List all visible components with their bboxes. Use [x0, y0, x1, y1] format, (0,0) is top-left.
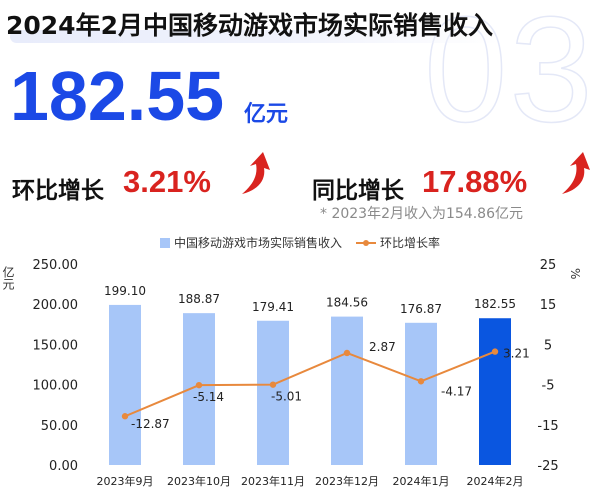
bar: [257, 320, 289, 465]
right-tick-label: -25: [537, 459, 558, 474]
growth-value-label: -5.14: [193, 390, 224, 404]
legend-line-dot: [363, 240, 369, 246]
growth-point: [491, 348, 499, 355]
right-tick-label: 5: [544, 338, 552, 353]
bar: [109, 304, 141, 465]
x-tick-label: 2023年9月: [97, 474, 154, 488]
bar: [405, 322, 437, 465]
watermark-number: 03: [423, 0, 595, 153]
headline-unit: 亿元: [244, 102, 289, 127]
headline-value: 182.55: [10, 57, 225, 135]
x-tick-label: 2023年12月: [315, 474, 379, 488]
bar: [331, 316, 363, 465]
growth-value-label: 3.21: [503, 347, 530, 361]
growth-point: [121, 413, 129, 420]
bar: [479, 318, 511, 465]
left-tick-label: 100.00: [33, 379, 79, 394]
left-tick-label: 150.00: [33, 338, 79, 353]
left-tick-label: 250.00: [33, 258, 79, 273]
right-tick-label: 25: [540, 258, 557, 273]
right-tick-label: -15: [537, 419, 558, 434]
left-tick-label: 0.00: [49, 459, 78, 474]
left-tick-label: 200.00: [33, 298, 79, 313]
x-tick-label: 2023年10月: [167, 474, 231, 488]
bar-value-label: 182.55: [474, 297, 516, 311]
growth-point: [343, 349, 351, 357]
yoy-label: 同比增长: [312, 178, 404, 204]
page-title: 2024年2月中国移动游戏市场实际销售收入: [6, 11, 493, 40]
growth-point: [269, 381, 277, 388]
x-tick-label: 2024年2月: [467, 474, 524, 488]
right-axis-label: %: [568, 268, 582, 279]
yoy-up-arrow-icon: [562, 152, 590, 194]
x-tick-label: 2024年1月: [393, 474, 450, 488]
growth-point: [195, 381, 203, 389]
revenue-chart: 中国移动游戏市场实际销售收入 环比增长率 亿元 % 250.00200.0015…: [1, 235, 582, 488]
legend-bar-swatch: [160, 238, 170, 248]
right-tick-label: 15: [540, 298, 557, 313]
legend-line-label: 环比增长率: [380, 235, 440, 250]
title-underline: [10, 30, 500, 43]
mom-up-arrow-icon: [242, 152, 270, 194]
growth-line: [124, 350, 496, 418]
left-axis-label: 亿元: [1, 265, 15, 291]
bar-value-label: 176.87: [400, 302, 442, 316]
mom-label: 环比增长: [12, 178, 104, 204]
footnote: * 2023年2月收入为154.86亿元: [320, 206, 523, 222]
left-tick-label: 50.00: [41, 419, 78, 434]
bar-value-label: 199.10: [104, 284, 146, 298]
bar-value-label: 179.41: [252, 300, 294, 314]
yoy-value: 17.88%: [422, 164, 528, 199]
bar-value-label: 184.56: [326, 296, 368, 310]
mom-value: 3.21%: [123, 164, 211, 199]
growth-value-label: 2.87: [369, 340, 396, 354]
growth-value-label: -12.87: [131, 417, 170, 431]
growth-value-label: -4.17: [441, 384, 472, 398]
bar-value-label: 188.87: [178, 292, 220, 306]
legend-bar-label: 中国移动游戏市场实际销售收入: [174, 235, 342, 250]
growth-point: [417, 378, 425, 385]
right-tick-label: -5: [542, 379, 555, 394]
x-tick-label: 2023年11月: [241, 474, 305, 488]
growth-value-label: -5.01: [271, 390, 302, 404]
